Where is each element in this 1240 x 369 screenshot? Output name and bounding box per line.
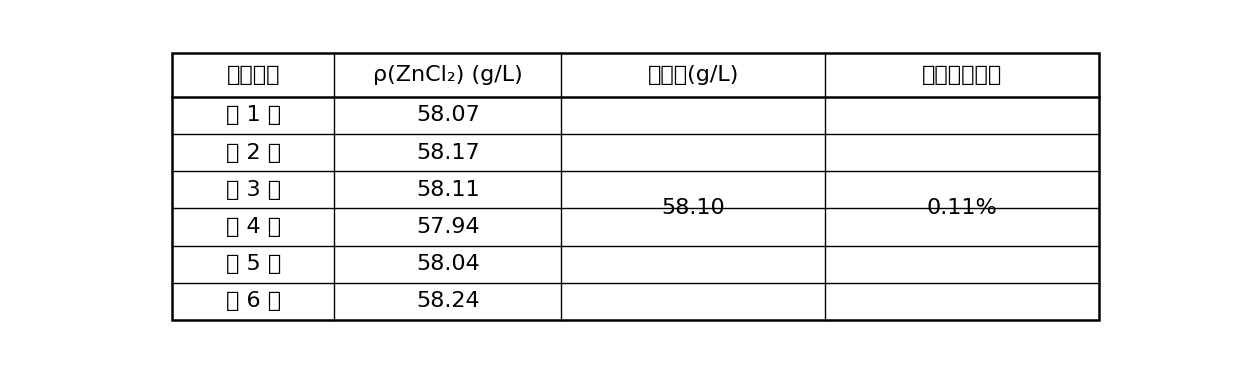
- Text: 58.07: 58.07: [417, 106, 480, 125]
- Text: 58.11: 58.11: [417, 180, 480, 200]
- Text: 58.17: 58.17: [417, 143, 480, 163]
- Text: 0.11%: 0.11%: [926, 199, 997, 218]
- Text: 平均值(g/L): 平均值(g/L): [647, 65, 739, 85]
- Text: 57.94: 57.94: [417, 217, 480, 237]
- Text: 58.04: 58.04: [417, 254, 480, 274]
- Text: 第 2 次: 第 2 次: [226, 143, 281, 163]
- Text: 第 4 次: 第 4 次: [226, 217, 281, 237]
- Text: 第 1 次: 第 1 次: [226, 106, 281, 125]
- Text: 测定次数: 测定次数: [227, 65, 280, 85]
- Text: 58.24: 58.24: [417, 291, 480, 311]
- Text: 第 3 次: 第 3 次: [226, 180, 281, 200]
- Text: 第 6 次: 第 6 次: [226, 291, 281, 311]
- Text: 58.10: 58.10: [661, 199, 725, 218]
- Text: 第 5 次: 第 5 次: [226, 254, 281, 274]
- Text: ρ(ZnCl₂) (g/L): ρ(ZnCl₂) (g/L): [373, 65, 523, 85]
- Text: 相对平均偏差: 相对平均偏差: [921, 65, 1002, 85]
